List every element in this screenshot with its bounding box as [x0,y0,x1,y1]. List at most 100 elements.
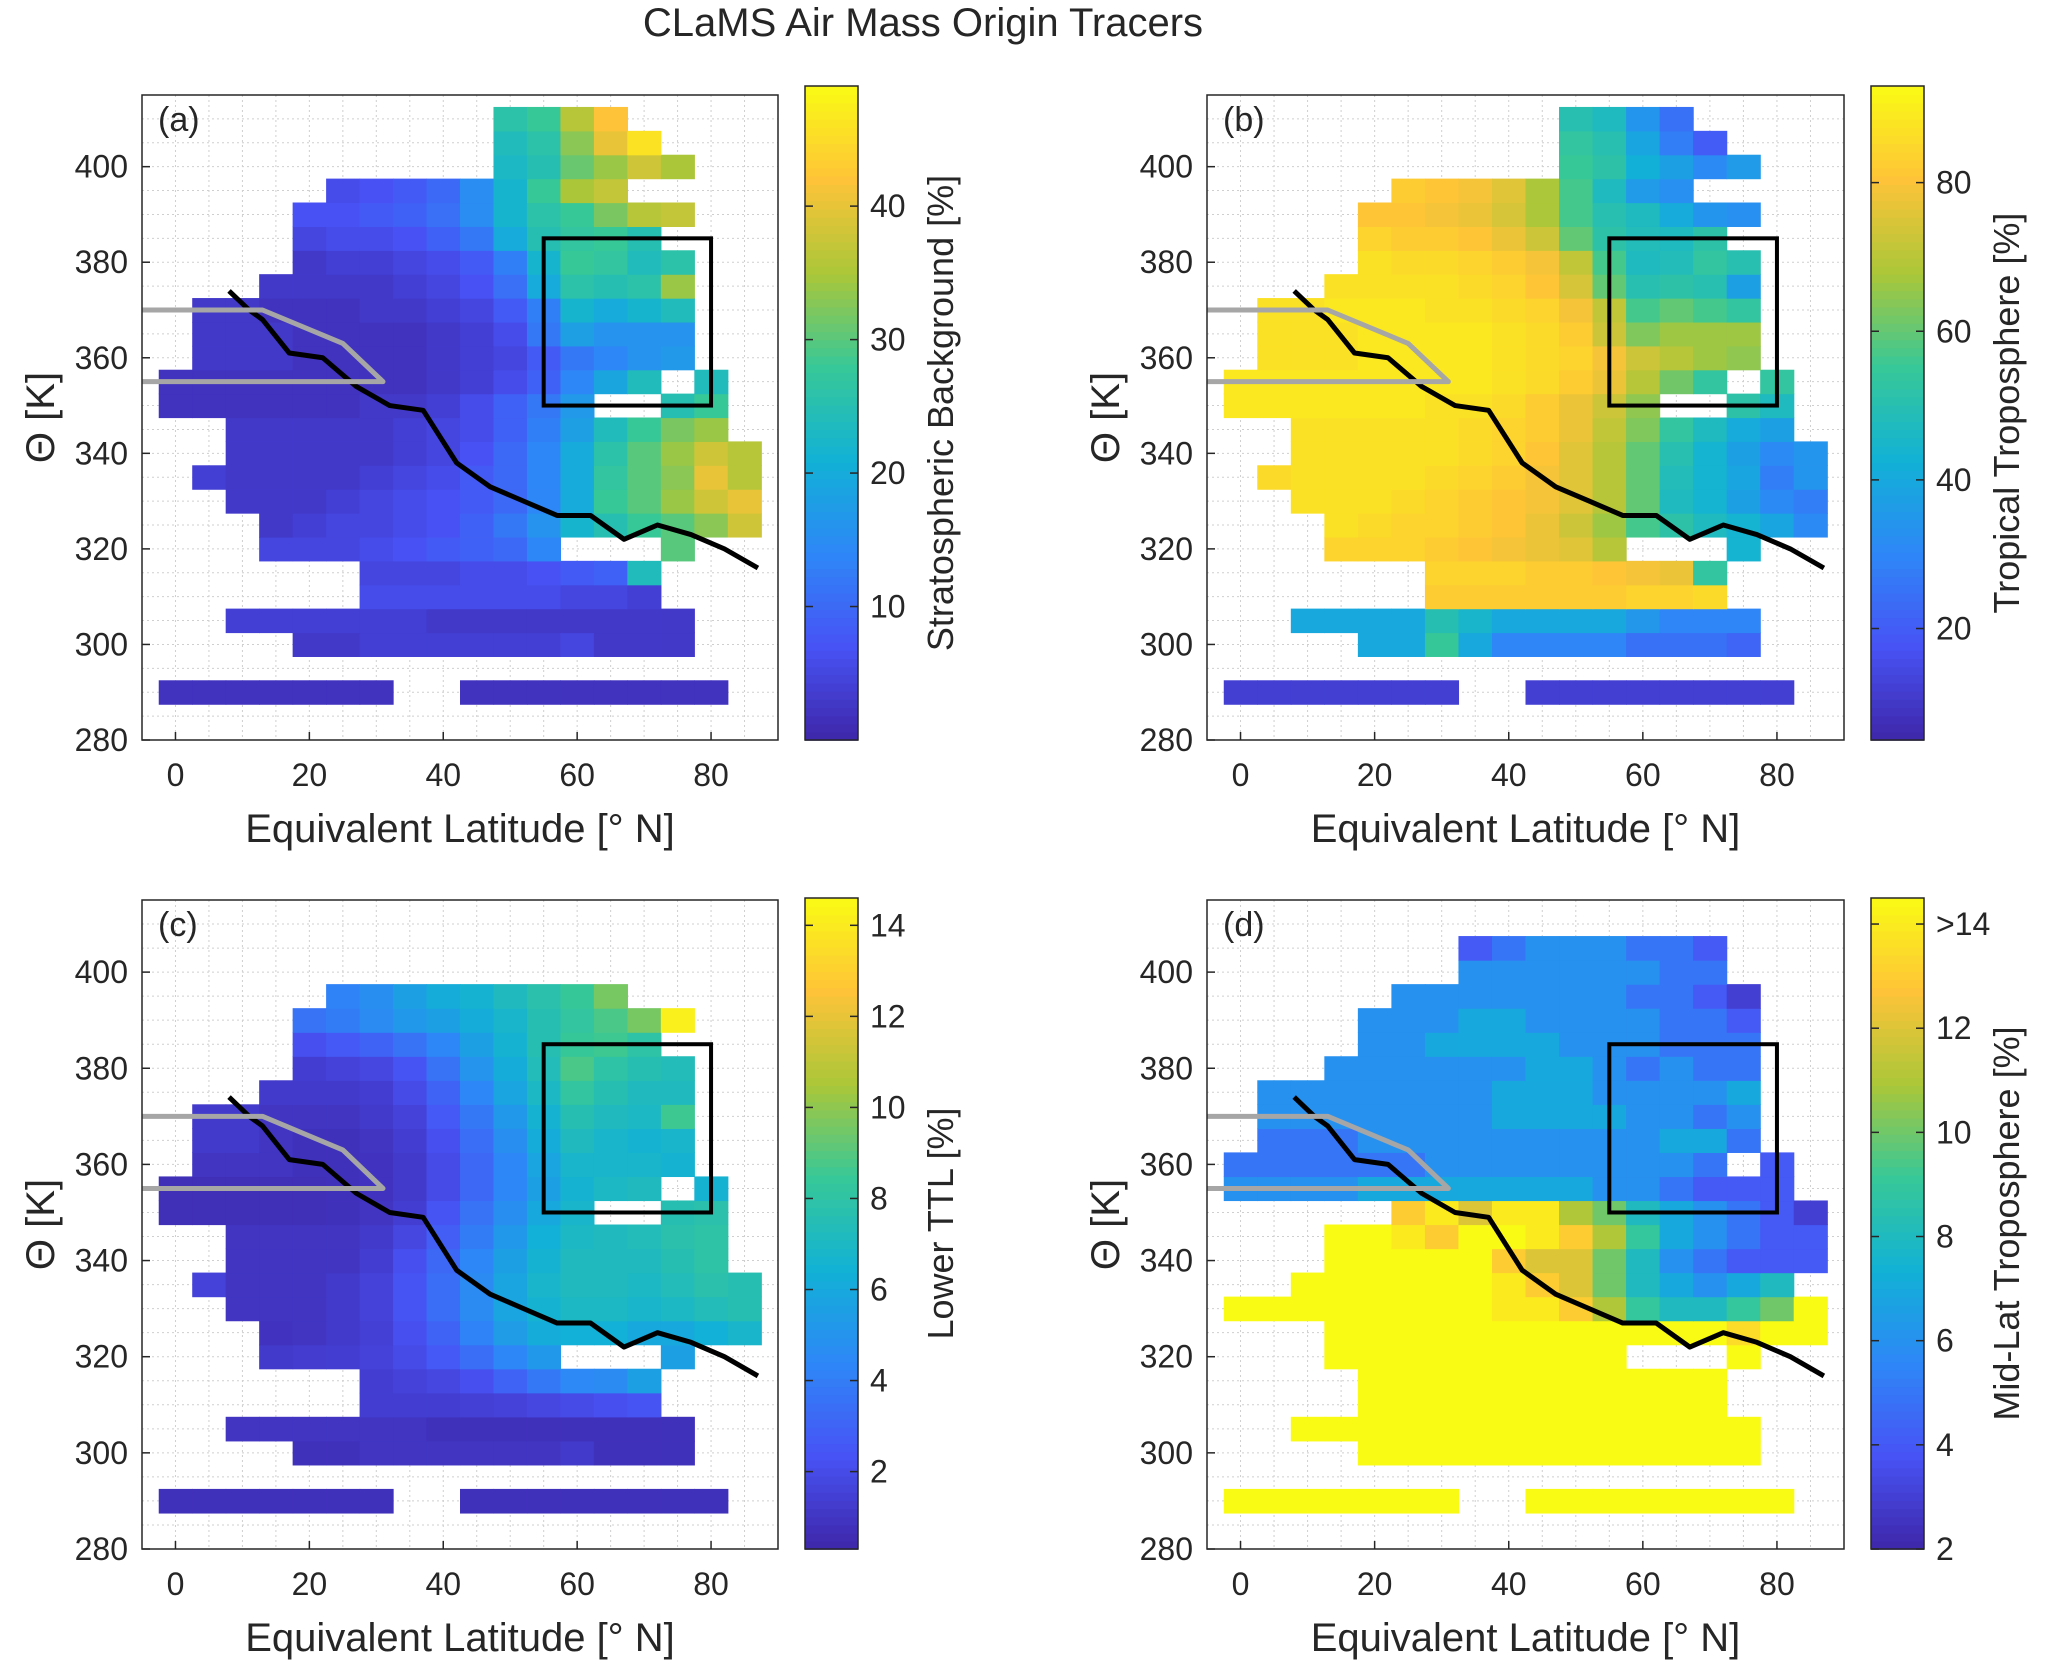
colorbar-segment [1871,1052,1924,1062]
colorbar-segment [805,1060,858,1070]
heatmap-cell [1424,1248,1460,1274]
heatmap-cell [1357,1008,1392,1033]
colorbar-segment [805,699,858,709]
panel-letter: (c) [158,906,198,944]
heatmap-cell [727,1272,762,1298]
heatmap-cell [1626,584,1661,610]
colorbar-segment [1871,445,1924,455]
heatmap-cell [493,1056,528,1081]
colorbar-segment [1871,192,1924,202]
heatmap-cell [627,1224,662,1250]
heatmap-cell [493,1344,528,1370]
heatmap-cell [1626,608,1661,634]
heatmap-cell [526,1416,562,1442]
heatmap-cell [1659,202,1694,227]
heatmap-cell [359,1224,394,1250]
heatmap-cell [1559,226,1594,251]
colorbar-segment [805,175,858,185]
colorbar-segment [1871,175,1924,185]
gray-region-outline [142,307,386,385]
heatmap-cell [1324,393,1359,419]
heatmap-cell [493,1080,528,1105]
heatmap-cell [1793,489,1828,514]
colorbar-segment [1871,265,1924,275]
heatmap-cell [493,202,528,227]
heatmap-cell [1357,1392,1392,1418]
colorbar-segment [805,731,858,741]
colorbar-segment [1871,650,1924,660]
heatmap-cell [1223,680,1258,705]
heatmap-cell [1491,321,1527,347]
heatmap-cell [1491,1104,1527,1129]
heatmap-cell [1525,1440,1560,1466]
heatmap-cell [560,1008,595,1033]
heatmap-cell [660,417,695,442]
colorbar-segment [805,1532,858,1542]
heatmap-cell [259,441,294,466]
heatmap-cell [1626,417,1661,442]
heatmap-cell [660,1272,695,1298]
heatmap-cell [292,632,327,657]
heatmap-cell [460,1416,495,1442]
heatmap-cell [1626,632,1661,657]
heatmap-cell [393,1176,428,1202]
colorbar-segment [805,1003,858,1013]
heatmap-cell [560,1080,595,1105]
colorbar-segment [805,938,858,948]
colorbar-segment [805,723,858,733]
colorbar-segment [1871,1142,1924,1152]
colorbar-segment [1871,1239,1924,1249]
heatmap-cell [1257,680,1292,705]
heatmap-cell [1559,1344,1594,1370]
heatmap-cell [460,274,495,299]
heatmap-cell [460,1080,495,1105]
x-tick-label: 0 [1232,757,1250,793]
heatmap-cell [1324,1344,1359,1370]
axes-frame [1206,94,1845,741]
colorbar-segment [805,1109,858,1119]
colorbar-segment [805,453,858,463]
colorbar-segment [805,1077,858,1086]
colorbar-segment [1871,906,1924,916]
heatmap-cell [460,178,495,204]
tropopause-line [1292,1095,1826,1379]
heatmap-cell [460,1248,495,1274]
heatmap-cell [460,1224,495,1250]
colorbar-segment [805,617,858,627]
heatmap-cell [1491,608,1527,634]
heatmap-cell [1659,1368,1694,1394]
colorbar-segment [805,1239,858,1249]
gray-region-outline [1207,1113,1451,1191]
heatmap-cell [292,1200,327,1226]
colorbar-segment [805,1288,858,1298]
heatmap-cell [627,680,662,705]
heatmap-cell [460,202,495,227]
heatmap-cell [1424,250,1460,275]
colorbar-tick-label: 12 [1936,1010,1972,1046]
colorbar-segment [805,1158,858,1168]
heatmap-cell [1324,417,1359,442]
colorbar-segment [805,715,858,725]
heatmap-cell [460,584,495,610]
heatmap-cell [460,298,495,323]
heatmap-cell [1592,465,1627,490]
heatmap-cell [627,154,662,180]
heatmap-cell [326,680,361,705]
heatmap-cell [1525,1416,1560,1442]
heatmap-cell [1592,536,1627,562]
heatmap-cell [259,465,294,490]
colorbar-segment [805,241,858,251]
colorbar-segment [805,135,858,145]
heatmap-cell [1391,608,1426,634]
y-tick-label: 320 [75,1339,128,1375]
y-tick-label: 360 [75,340,128,376]
heatmap-cell [1559,202,1594,227]
colorbar-segment [1871,946,1924,956]
colorbar-segment [805,151,858,161]
panel-letter: (a) [158,101,200,139]
heatmap-cell [1391,1248,1426,1274]
y-tick-label: 400 [1140,954,1193,990]
heatmap-cell [593,321,628,347]
colorbar-segment [1871,617,1924,627]
heatmap-cell [1391,1104,1426,1129]
